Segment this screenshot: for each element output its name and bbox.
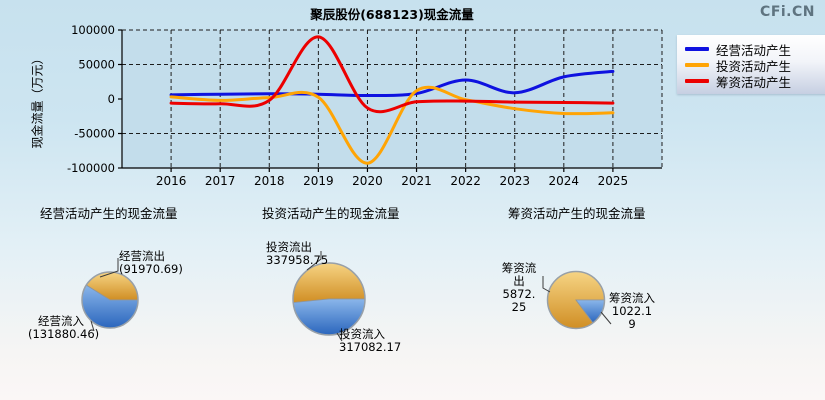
x-tick-label: 2020 xyxy=(352,174,383,188)
site-logo: CFi.CN xyxy=(760,4,815,20)
legend-item-financing: 筹资活动产生 xyxy=(685,73,825,90)
y-tick-label: -100000 xyxy=(67,161,115,175)
financing-line-swatch xyxy=(685,79,709,83)
pie2-title: 投资活动产生的现金流量 xyxy=(262,206,400,221)
y-tick-label: 100000 xyxy=(71,23,115,37)
x-tick-label: 2021 xyxy=(401,174,432,188)
x-tick-label: 2016 xyxy=(156,174,187,188)
slice-value: 1022.19 xyxy=(611,304,653,331)
slice-label: 投资流出 xyxy=(266,240,312,254)
series-line-2 xyxy=(169,35,615,114)
x-tick-label: 2022 xyxy=(450,174,481,188)
x-tick-label: 2019 xyxy=(303,174,334,188)
investing-pie-chart xyxy=(292,262,366,336)
pie3-title: 筹资活动产生的现金流量 xyxy=(508,206,646,221)
pie2-inflow-label: 投资流入 317082.17 xyxy=(339,328,411,354)
slice-label: 筹资流出 xyxy=(501,261,537,288)
series-line-1 xyxy=(169,85,615,165)
legend-label: 经营活动产生 xyxy=(716,42,792,58)
pie1-outflow-label: 经营流出 (91970.69) xyxy=(119,250,191,276)
slice-value: 5872.25 xyxy=(502,287,536,314)
slice-label: 投资流入 xyxy=(339,327,385,341)
operating-pie-chart xyxy=(81,271,139,329)
slice-label: 经营流出 xyxy=(119,249,165,263)
pie-rim xyxy=(546,270,606,330)
pie3-inflow-label: 筹资流入 1022.19 xyxy=(609,292,655,331)
slice-label: 经营流入 xyxy=(38,314,84,328)
x-tick-label: 2024 xyxy=(549,174,580,188)
series-line-0 xyxy=(169,69,615,98)
pie-rim xyxy=(292,262,366,336)
slice-value: 337958.75 xyxy=(266,253,329,267)
legend-item-investing: 投资活动产生 xyxy=(685,57,825,74)
y-tick-label: 50000 xyxy=(78,58,115,72)
legend-label: 筹资活动产生 xyxy=(716,74,792,90)
chart-title: 聚辰股份(688123)现金流量 xyxy=(310,7,474,22)
pie1-title: 经营活动产生的现金流量 xyxy=(40,206,178,221)
pie2-outflow-label: 投资流出 337958.75 xyxy=(266,241,338,267)
pie-slice-0 xyxy=(292,262,366,304)
pie3-outflow-label: 筹资流出 5872.25 xyxy=(499,262,539,314)
pie1-inflow-label: 经营流入 (131880.46) xyxy=(28,314,100,341)
x-tick-label: 2025 xyxy=(598,174,629,188)
slice-value: 317082.17 xyxy=(339,340,402,354)
operating-line-swatch xyxy=(685,47,709,51)
investing-line-swatch xyxy=(685,63,709,67)
cashflow-line-chart: 100000 50000 0 -50000 -100000 2016 2017 2018 201… xyxy=(67,23,663,188)
x-tick-label: 2017 xyxy=(205,174,236,188)
financing-pie-chart xyxy=(546,270,606,330)
x-tick-label: 2018 xyxy=(254,174,285,188)
legend-label: 投资活动产生 xyxy=(716,58,792,74)
x-tick-label: 2023 xyxy=(499,174,530,188)
slice-value: (91970.69) xyxy=(119,262,183,276)
y-tick-label: 0 xyxy=(108,92,115,106)
slice-value: (131880.46) xyxy=(28,327,100,341)
slice-label: 筹资流入 xyxy=(609,291,655,305)
y-tick-label: -50000 xyxy=(74,127,115,141)
chart-legend: 经营活动产生 投资活动产生 筹资活动产生 xyxy=(677,35,825,94)
legend-item-operating: 经营活动产生 xyxy=(685,41,825,58)
